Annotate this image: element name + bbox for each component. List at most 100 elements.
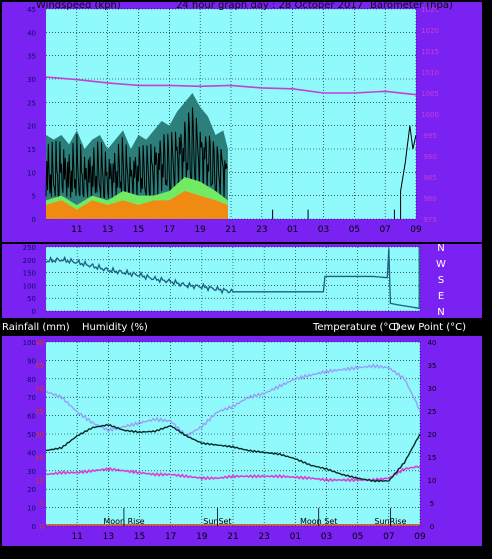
y-right-tick-label: 995 bbox=[423, 132, 436, 140]
y-left-tick-label: 45 bbox=[27, 6, 36, 14]
x-tick-label: 01 bbox=[290, 532, 301, 542]
marker-label-sunrise: SunRise bbox=[374, 517, 406, 526]
y-mid-tick-label: 20 bbox=[35, 431, 44, 439]
y-left-tick-label: 30 bbox=[27, 76, 36, 84]
x-tick-label: 19 bbox=[194, 225, 206, 235]
x-tick-label: 17 bbox=[165, 532, 176, 542]
direction-line bbox=[45, 248, 421, 310]
wind-axis-title: Windspeed (kph) bbox=[36, 0, 121, 11]
marker-label-moonset: Moon Set bbox=[300, 517, 337, 526]
y-left-tick-label: 10 bbox=[27, 169, 36, 177]
x-tick-label: 13 bbox=[103, 532, 114, 542]
y-left-tick-label: 10 bbox=[27, 505, 36, 513]
y-left-tick-label: 40 bbox=[27, 449, 36, 457]
y-left-tick-label: 150 bbox=[23, 270, 36, 278]
y-right-tick-label: 985 bbox=[423, 174, 436, 182]
wind-gust-line bbox=[45, 107, 228, 200]
temperature-line bbox=[45, 423, 421, 483]
y-mid-tick-label: 30 bbox=[35, 385, 44, 393]
y-right-tick-label: 1020 bbox=[421, 27, 439, 35]
x-tick-label: 05 bbox=[352, 532, 363, 542]
y-left-tick-label: 80 bbox=[27, 376, 36, 384]
y-right-tick-label: 1010 bbox=[421, 69, 439, 77]
y-left-tick-label: 70 bbox=[27, 394, 36, 402]
y-right-tick-label: 1000 bbox=[421, 111, 439, 119]
y-right-tick-label: 1025 bbox=[421, 6, 439, 14]
temperature-label: Temperature (°C) bbox=[312, 322, 399, 333]
y-right-tick-label: 30 bbox=[428, 385, 437, 393]
y-left-tick-label: 40 bbox=[27, 29, 36, 37]
marker-label-sunset: SunSet bbox=[203, 517, 231, 526]
y-mid-tick-label: 5 bbox=[40, 500, 44, 508]
y-right-tick-label: 0 bbox=[430, 523, 434, 531]
y-right-tick-label: 35 bbox=[428, 362, 437, 370]
temperature-series: Moon Rise SunSet Moon Set SunRise bbox=[45, 363, 421, 526]
x-tick-label: 07 bbox=[379, 225, 390, 235]
pressure-line bbox=[45, 76, 417, 96]
x-tick-label: 19 bbox=[196, 532, 208, 542]
y-left-tick-label: 50 bbox=[27, 431, 36, 439]
y-mid-tick-label: 40 bbox=[35, 339, 44, 347]
humidity-label: Humidity (%) bbox=[82, 322, 148, 333]
y-left-tick-label: 20 bbox=[27, 486, 36, 494]
graph-date-title: 24 hour graph day : 28 October 2017 bbox=[176, 0, 363, 11]
y-right-tick-label: 10 bbox=[428, 477, 437, 485]
y-right-tick-label: 975 bbox=[423, 216, 436, 224]
y-mid-tick-label: 15 bbox=[35, 454, 44, 462]
y-right-tick-label: 1015 bbox=[421, 48, 439, 56]
x-tick-label: 15 bbox=[134, 532, 145, 542]
x-tick-label: 11 bbox=[71, 225, 82, 235]
y-left-tick-label: 200 bbox=[23, 257, 36, 265]
y-left-tick-label: 100 bbox=[23, 339, 36, 347]
late-gust-line bbox=[400, 125, 417, 219]
x-tick-label: 17 bbox=[164, 225, 175, 235]
x-tick-label: 01 bbox=[287, 225, 298, 235]
y-left-tick-label: 30 bbox=[27, 468, 36, 476]
y-mid-tick-label: 0 bbox=[40, 523, 44, 531]
compass-label: N bbox=[437, 243, 444, 254]
y-left-tick-label: 20 bbox=[27, 123, 36, 131]
y-right-tick-label: 15 bbox=[428, 454, 437, 462]
x-tick-label: 09 bbox=[410, 225, 422, 235]
x-tick-label: 13 bbox=[102, 225, 113, 235]
wind-series bbox=[45, 76, 417, 219]
x-tick-label: 05 bbox=[349, 225, 360, 235]
direction-grid bbox=[46, 246, 421, 312]
y-left-tick-label: 15 bbox=[27, 146, 36, 154]
x-tick-label: 03 bbox=[321, 532, 332, 542]
x-tick-label: 21 bbox=[225, 225, 236, 235]
x-tick-label: 23 bbox=[256, 225, 267, 235]
temperature-grid bbox=[46, 341, 421, 527]
y-right-tick-label: 20 bbox=[428, 431, 437, 439]
y-left-tick-label: 5 bbox=[32, 193, 36, 201]
y-right-tick-label: 5 bbox=[430, 500, 434, 508]
y-left-tick-label: 90 bbox=[27, 357, 36, 365]
y-left-tick-label: 50 bbox=[27, 295, 36, 303]
compass-label: W bbox=[436, 259, 446, 270]
dewpoint-line bbox=[45, 465, 421, 483]
marker-label-moonrise: Moon Rise bbox=[103, 517, 144, 526]
wind-orange-fill bbox=[46, 191, 228, 219]
humidity-line bbox=[45, 363, 421, 437]
y-left-tick-label: 0 bbox=[32, 216, 36, 224]
direction-series bbox=[45, 247, 421, 310]
x-tick-label: 09 bbox=[414, 532, 426, 542]
x-tick-label: 03 bbox=[318, 225, 329, 235]
x-tick-label: 21 bbox=[227, 532, 238, 542]
rainfall-label: Rainfall (mm) bbox=[2, 322, 70, 333]
x-tick-label: 07 bbox=[383, 532, 394, 542]
x-tick-label: 11 bbox=[71, 532, 82, 542]
barometer-axis-title: Barometer (hpa) bbox=[370, 0, 453, 11]
y-left-tick-label: 0 bbox=[32, 308, 36, 316]
y-mid-tick-label: 35 bbox=[35, 362, 44, 370]
y-right-tick-label: 980 bbox=[423, 195, 436, 203]
y-left-tick-label: 25 bbox=[27, 99, 36, 107]
compass-label: N bbox=[437, 307, 444, 318]
y-right-tick-label: 990 bbox=[423, 153, 436, 161]
y-left-tick-label: 250 bbox=[23, 244, 36, 252]
y-left-tick-label: 0 bbox=[32, 523, 36, 531]
y-mid-tick-label: 25 bbox=[35, 408, 44, 416]
